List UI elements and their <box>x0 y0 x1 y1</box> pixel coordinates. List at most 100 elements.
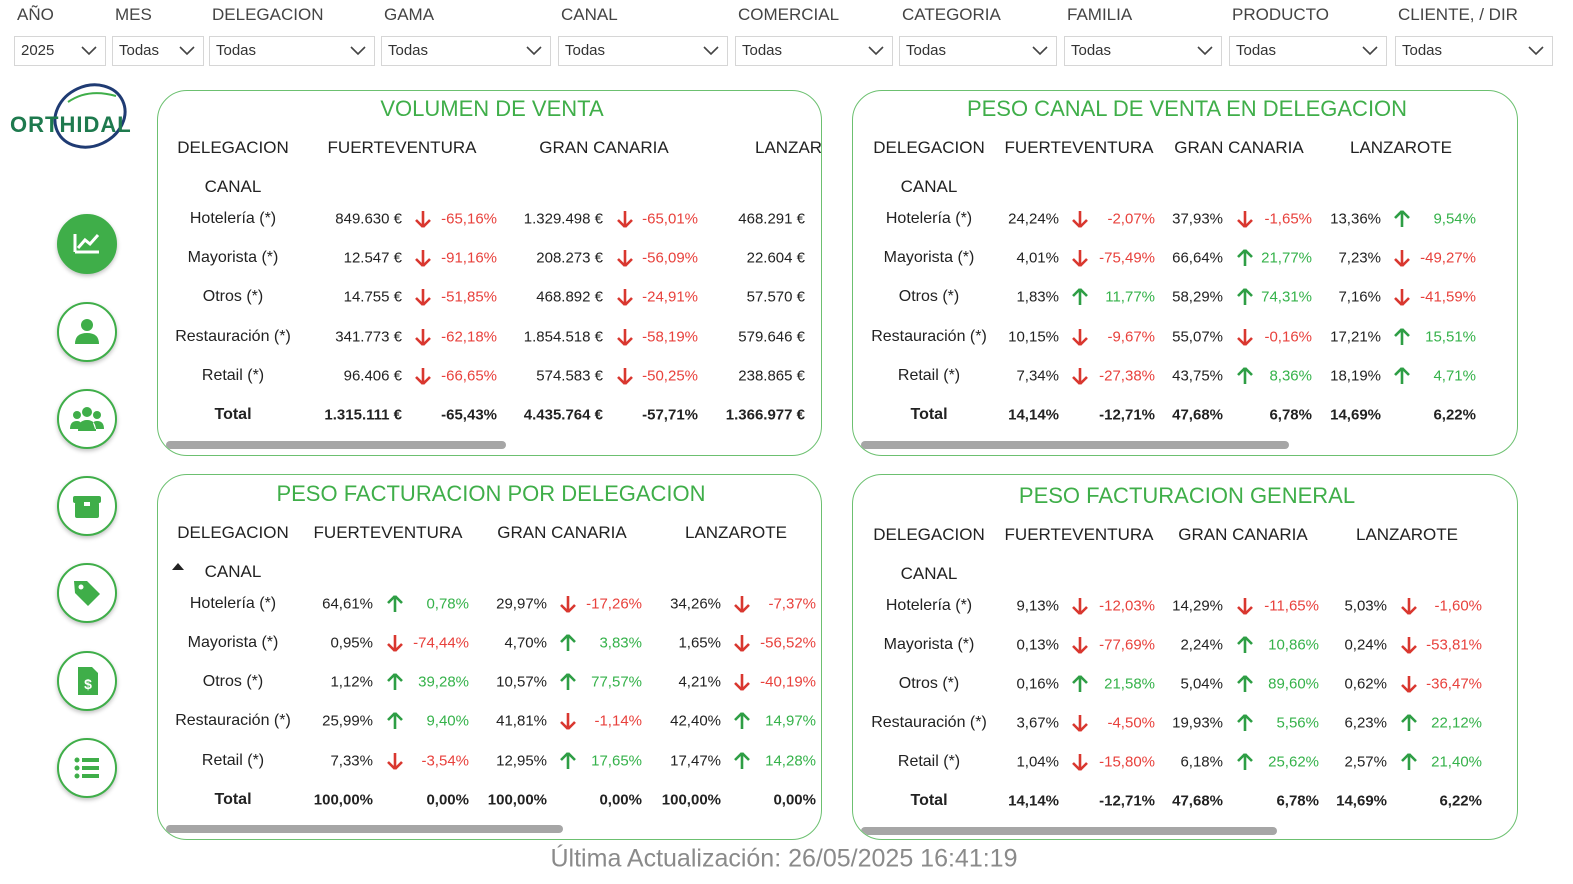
filter-dropdown[interactable]: Todas <box>112 36 204 66</box>
filter-label: FAMILIA <box>1067 5 1133 24</box>
cell-value: 34,26% <box>670 595 721 613</box>
trend-arrow <box>734 595 750 613</box>
row-label: Retail (*) <box>897 367 961 384</box>
scrollbar[interactable] <box>166 825 563 833</box>
cell-value: 0,95% <box>330 634 373 652</box>
column-header: FUERTEVENTURA <box>1004 525 1154 544</box>
column-header: LANZAROTE <box>1355 525 1459 544</box>
cell-change: 6,22% <box>1433 406 1476 424</box>
filter-label: COMERCIAL <box>738 5 840 24</box>
filter-dropdown[interactable]: 2025 <box>14 36 106 66</box>
cell-change: 25,62% <box>1268 753 1319 771</box>
row-label: Mayorista (*) <box>187 634 279 651</box>
cell-change: -41,59% <box>1420 288 1476 306</box>
cell-change: 0,00% <box>426 791 469 809</box>
trend-arrow <box>734 673 750 691</box>
filter-dropdown[interactable]: Todas <box>1229 36 1387 66</box>
cell-value: 96.406 € <box>343 367 402 385</box>
cell-change: 77,57% <box>591 673 642 691</box>
row-label: Otros (*) <box>898 288 960 305</box>
filter-dropdown[interactable]: Todas <box>1064 36 1222 66</box>
filter-value: Todas <box>388 42 429 59</box>
cell-change: -56,52% <box>760 634 816 652</box>
cell-value: 238.865 € <box>738 367 805 385</box>
cell-change: -53,81% <box>1426 636 1482 654</box>
cell-value: 1,83% <box>1016 288 1059 306</box>
scrollbar[interactable] <box>166 441 506 449</box>
cell-value: 0,62% <box>1344 675 1387 693</box>
filter-value: Todas <box>1071 42 1112 59</box>
cell-value: 100,00% <box>313 791 373 809</box>
row-label: Restauración (*) <box>871 328 987 345</box>
trend-arrow <box>1072 249 1088 267</box>
cell-change: -57,71% <box>642 406 698 424</box>
filter-dropdown[interactable]: Todas <box>1395 36 1553 66</box>
trend-arrow <box>1237 675 1253 693</box>
collapse-toggle[interactable] <box>172 563 184 570</box>
nav-button[interactable]: $ <box>57 651 117 711</box>
nav-button[interactable] <box>57 563 117 623</box>
cell-value: 1,04% <box>1016 753 1059 771</box>
trend-arrow <box>415 210 431 228</box>
filter-value: Todas <box>216 42 257 59</box>
cell-change: -40,19% <box>760 673 816 691</box>
cell-value: 13,36% <box>1330 210 1381 228</box>
cell-value: 341.773 € <box>335 328 402 346</box>
cell-change: -49,27% <box>1420 249 1476 267</box>
cell-change: -3,54% <box>421 752 469 770</box>
filter-label: DELEGACION <box>212 5 324 24</box>
filter-label: CLIENTE, / DIR <box>1398 5 1518 24</box>
column-header: FUERTEVENTURA <box>1004 138 1154 157</box>
cell-change: -0,16% <box>1264 328 1312 346</box>
cell-value: 0,13% <box>1016 636 1059 654</box>
trend-arrow <box>617 367 633 385</box>
row-label: Restauración (*) <box>175 328 291 345</box>
column-header: GRAN CANARIA <box>497 523 627 542</box>
cell-change: -56,09% <box>642 249 698 267</box>
cell-value: 468.892 € <box>536 288 603 306</box>
cell-value: 10,15% <box>1008 328 1059 346</box>
logo: ORTHIDAL <box>8 80 148 155</box>
cell-value: 47,68% <box>1172 406 1223 424</box>
cell-value: 12,95% <box>496 752 547 770</box>
filter-dropdown[interactable]: Todas <box>209 36 375 66</box>
panel-title: VOLUMEN DE VENTA <box>380 96 604 121</box>
cell-change: 21,77% <box>1261 249 1312 267</box>
row-label: Restauración (*) <box>871 714 987 731</box>
filter-dropdown[interactable]: Todas <box>558 36 728 66</box>
cell-change: -4,50% <box>1107 714 1155 732</box>
cell-change: -65,01% <box>642 210 698 228</box>
trend-arrow <box>387 634 403 652</box>
nav-button[interactable] <box>57 738 117 798</box>
cell-value: 100,00% <box>661 791 721 809</box>
svg-text:$: $ <box>84 676 92 692</box>
table-panel: VOLUMEN DE VENTA DELEGACION CANAL FUERTEVEN… <box>157 90 822 456</box>
cell-value: 47,68% <box>1172 792 1223 810</box>
column-header: GRAN CANARIA <box>1178 525 1308 544</box>
cell-value: 14,14% <box>1008 406 1059 424</box>
nav-button[interactable] <box>57 302 117 362</box>
total-label: Total <box>910 406 948 423</box>
cell-change: -17,26% <box>586 595 642 613</box>
cell-change: 14,28% <box>765 752 816 770</box>
cell-value: 19,93% <box>1172 714 1223 732</box>
filter-dropdown[interactable]: Todas <box>735 36 893 66</box>
nav-button[interactable] <box>57 389 117 449</box>
nav-button[interactable] <box>57 214 117 274</box>
trend-arrow <box>387 595 403 613</box>
cell-value: 41,81% <box>496 712 547 730</box>
cell-change: -27,38% <box>1099 367 1155 385</box>
cell-value: 1.854.518 € <box>523 328 603 346</box>
panel-title: PESO CANAL DE VENTA EN DELEGACION <box>966 96 1408 121</box>
filter-dropdown[interactable]: Todas <box>899 36 1057 66</box>
scrollbar[interactable] <box>861 827 1277 835</box>
trend-arrow <box>617 328 633 346</box>
column-header: DELEGACION <box>873 138 985 157</box>
trend-arrow <box>560 673 576 691</box>
filter-value: Todas <box>906 42 947 59</box>
filter-dropdown[interactable]: Todas <box>381 36 551 66</box>
cell-change: 6,78% <box>1269 406 1312 424</box>
scrollbar[interactable] <box>861 441 1289 449</box>
cell-value: 4,21% <box>678 673 721 691</box>
nav-button[interactable] <box>57 476 117 536</box>
